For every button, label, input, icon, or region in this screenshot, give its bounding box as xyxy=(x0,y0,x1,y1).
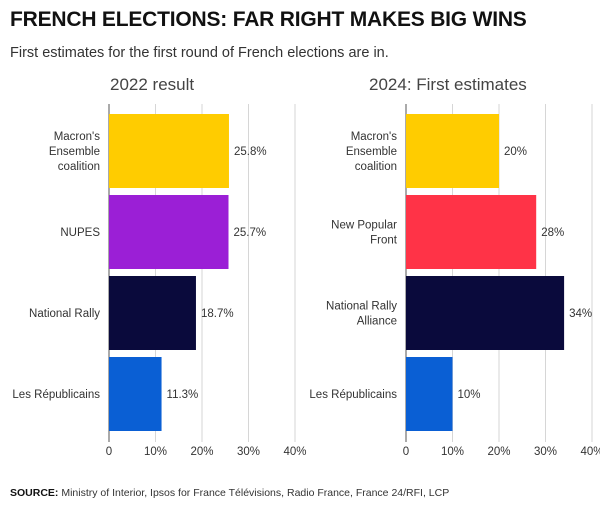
category-label-line: NUPES xyxy=(60,227,100,239)
category-label-line: Ensemble xyxy=(346,146,397,158)
source-text: Ministry of Interior, Ipsos for France T… xyxy=(61,487,450,499)
tick-label: 20% xyxy=(487,446,510,458)
category-label: National Rally xyxy=(29,308,100,320)
bar xyxy=(406,195,537,269)
bar xyxy=(109,195,229,269)
category-label-line: coalition xyxy=(58,161,100,173)
tick-label: 10% xyxy=(441,446,464,458)
category-label-line: Front xyxy=(370,235,398,247)
source-label: SOURCE: xyxy=(10,487,59,499)
category-label: NUPES xyxy=(60,227,100,239)
category-label-line: National Rally xyxy=(29,308,100,320)
chart-panel-2024: 0 10% 20% 30% 40% 20% Macron's Ensemble coalitio… xyxy=(309,104,600,458)
category-label-line: Alliance xyxy=(357,316,397,328)
tick-label: 40% xyxy=(283,446,306,458)
value-label: 34% xyxy=(569,308,592,320)
value-label: 28% xyxy=(541,227,564,239)
value-label: 25.7% xyxy=(234,227,267,239)
category-label-line: Macron's xyxy=(351,131,398,143)
tick-label: 30% xyxy=(237,446,260,458)
chart-panel-2022: 0 10% 20% 30% 40% 25.8% Macron's Ensemble coalit… xyxy=(12,104,307,458)
tick-label: 30% xyxy=(534,446,557,458)
category-label-line: Les Républicains xyxy=(309,389,397,401)
tick-label: 20% xyxy=(190,446,213,458)
bar xyxy=(406,114,499,188)
value-label: 20% xyxy=(504,146,527,158)
chart-subtitle: First estimates for the first round of F… xyxy=(10,45,389,61)
bar xyxy=(406,276,565,350)
source-note: SOURCE: Ministry of Interior, Ipsos for … xyxy=(10,487,449,499)
category-label: Macron's Ensemble coalition xyxy=(346,131,397,173)
category-label: Les Républicains xyxy=(309,389,397,401)
panel-title-2022: 2022 result xyxy=(110,75,195,94)
bar xyxy=(109,357,162,431)
category-label-line: National Rally xyxy=(326,301,397,313)
chart-title: FRENCH ELECTIONS: FAR RIGHT MAKES BIG WI… xyxy=(10,8,527,31)
category-label-line: coalition xyxy=(355,161,397,173)
panel-title-2024: 2024: First estimates xyxy=(369,75,527,94)
category-label: Les Républicains xyxy=(12,389,100,401)
category-label-line: New Popular xyxy=(331,220,397,232)
value-label: 10% xyxy=(458,389,481,401)
category-label-line: Macron's xyxy=(54,131,101,143)
tick-label: 10% xyxy=(144,446,167,458)
tick-label: 0 xyxy=(403,446,409,458)
category-label: National Rally Alliance xyxy=(326,301,397,328)
category-label: Macron's Ensemble coalition xyxy=(49,131,100,173)
bar xyxy=(406,357,453,431)
bar xyxy=(109,276,196,350)
tick-label: 0 xyxy=(106,446,112,458)
category-label-line: Les Républicains xyxy=(12,389,100,401)
category-label: New Popular Front xyxy=(331,220,398,247)
value-label: 11.3% xyxy=(167,389,199,401)
value-label: 25.8% xyxy=(234,146,267,158)
category-label-line: Ensemble xyxy=(49,146,100,158)
bar xyxy=(109,114,229,188)
value-label: 18.7% xyxy=(201,308,234,320)
tick-label: 40% xyxy=(580,446,600,458)
